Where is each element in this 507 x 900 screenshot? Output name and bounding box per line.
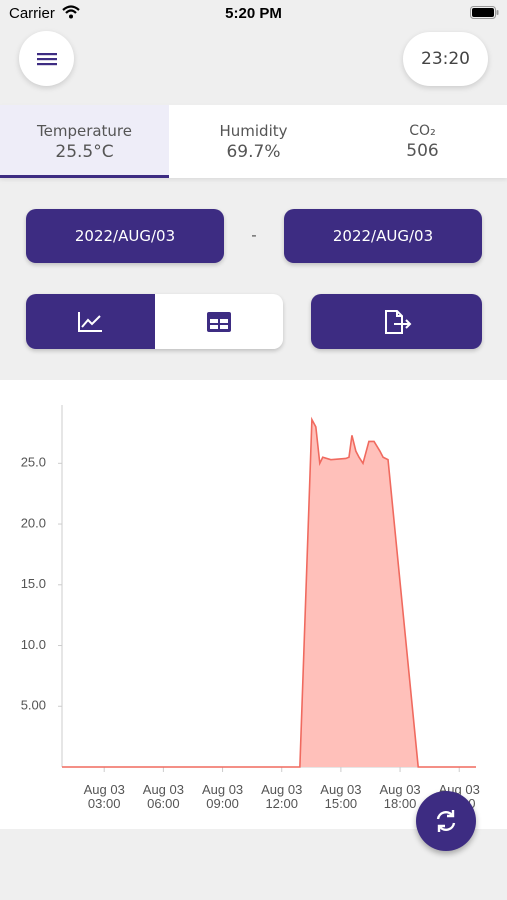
y-tick-label: 10.0 bbox=[21, 637, 46, 652]
x-tick-label: Aug 03 15:00 bbox=[320, 782, 362, 811]
chart-view-button[interactable] bbox=[26, 294, 155, 349]
wifi-icon bbox=[62, 5, 80, 19]
menu-icon bbox=[36, 52, 57, 65]
refresh-icon bbox=[436, 810, 456, 832]
tab-label: CO₂ bbox=[409, 122, 436, 139]
clock-time: 5:20 PM bbox=[225, 5, 282, 22]
tab-label: Humidity bbox=[219, 121, 288, 140]
status-bar: Carrier 5:20 PM bbox=[0, 0, 507, 28]
x-tick-label: Aug 03 03:00 bbox=[83, 782, 125, 811]
view-toggle bbox=[26, 294, 283, 349]
menu-button[interactable] bbox=[19, 31, 74, 86]
x-tick-label: Aug 03 06:00 bbox=[142, 782, 184, 811]
chart-icon bbox=[78, 311, 103, 332]
tab-bar: Temperature 25.5°C Humidity 69.7% CO₂ 50… bbox=[0, 105, 507, 178]
tab-value: 25.5°C bbox=[55, 141, 114, 162]
refresh-button[interactable] bbox=[416, 791, 476, 851]
end-date-button[interactable]: 2022/AUG/03 bbox=[284, 209, 482, 263]
y-tick-label: 15.0 bbox=[21, 576, 46, 591]
tab-label: Temperature bbox=[36, 121, 133, 140]
area-line bbox=[62, 416, 476, 768]
tab-value: 506 bbox=[406, 140, 439, 161]
device-clock[interactable]: 23:20 bbox=[403, 32, 488, 86]
table-view-button[interactable] bbox=[154, 294, 283, 349]
date-separator: - bbox=[251, 226, 257, 244]
carrier: Carrier bbox=[9, 5, 55, 22]
tab-co2[interactable]: CO₂ 506 bbox=[338, 105, 507, 178]
tab-temperature[interactable]: Temperature 25.5°C bbox=[0, 105, 169, 178]
start-date-button[interactable]: 2022/AUG/03 bbox=[26, 209, 224, 263]
y-tick-label: 25.0 bbox=[21, 455, 46, 470]
export-button[interactable] bbox=[311, 294, 482, 349]
y-tick-label: 5.00 bbox=[21, 698, 46, 713]
x-tick-label: Aug 03 12:00 bbox=[261, 782, 303, 811]
tab-humidity[interactable]: Humidity 69.7% bbox=[169, 105, 338, 178]
chart-panel: 5.00 10.0 15.0 20.0 25.0 Aug 03 03:00 Aug 03 … bbox=[0, 380, 507, 829]
x-tick-label: Aug 03 18:00 bbox=[379, 782, 421, 811]
export-icon bbox=[384, 309, 411, 334]
table-icon bbox=[206, 311, 231, 332]
battery-icon bbox=[470, 6, 499, 19]
area-fill bbox=[62, 419, 476, 767]
y-tick-label: 20.0 bbox=[21, 515, 46, 530]
chart: 5.00 10.0 15.0 20.0 25.0 bbox=[21, 405, 476, 772]
x-tick-label: Aug 03 09:00 bbox=[201, 782, 244, 811]
tab-value: 69.7% bbox=[226, 141, 281, 162]
